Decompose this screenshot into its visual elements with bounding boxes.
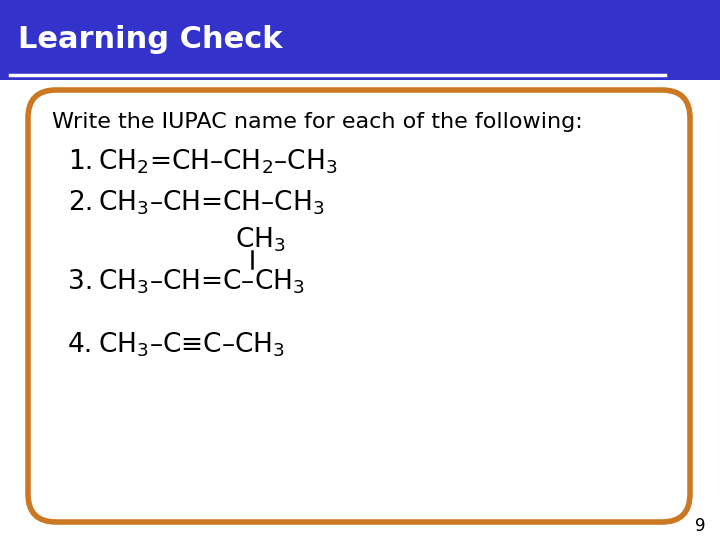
Text: 2.: 2. bbox=[68, 190, 94, 216]
FancyBboxPatch shape bbox=[28, 90, 690, 522]
Text: 3.: 3. bbox=[68, 269, 94, 295]
Text: CH$_3$–CH=CH–CH$_3$: CH$_3$–CH=CH–CH$_3$ bbox=[98, 189, 325, 217]
Text: CH$_3$–C≡C–CH$_3$: CH$_3$–C≡C–CH$_3$ bbox=[98, 330, 285, 359]
Text: 4.: 4. bbox=[68, 332, 94, 358]
Text: 9: 9 bbox=[695, 517, 706, 535]
Text: CH$_3$–CH=C–CH$_3$: CH$_3$–CH=C–CH$_3$ bbox=[98, 268, 305, 296]
Text: CH$_2$=CH–CH$_2$–CH$_3$: CH$_2$=CH–CH$_2$–CH$_3$ bbox=[98, 148, 338, 176]
FancyBboxPatch shape bbox=[0, 0, 720, 80]
Text: 1.: 1. bbox=[68, 149, 94, 175]
Text: CH$_3$: CH$_3$ bbox=[235, 226, 286, 254]
Text: Learning Check: Learning Check bbox=[18, 25, 282, 55]
Text: Write the IUPAC name for each of the following:: Write the IUPAC name for each of the fol… bbox=[52, 112, 582, 132]
